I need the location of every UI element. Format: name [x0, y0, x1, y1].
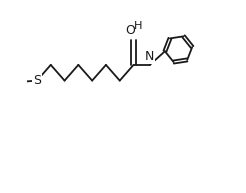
- Text: H: H: [134, 21, 143, 31]
- Text: S: S: [33, 74, 41, 87]
- Text: N: N: [145, 50, 154, 63]
- Text: O: O: [125, 24, 135, 37]
